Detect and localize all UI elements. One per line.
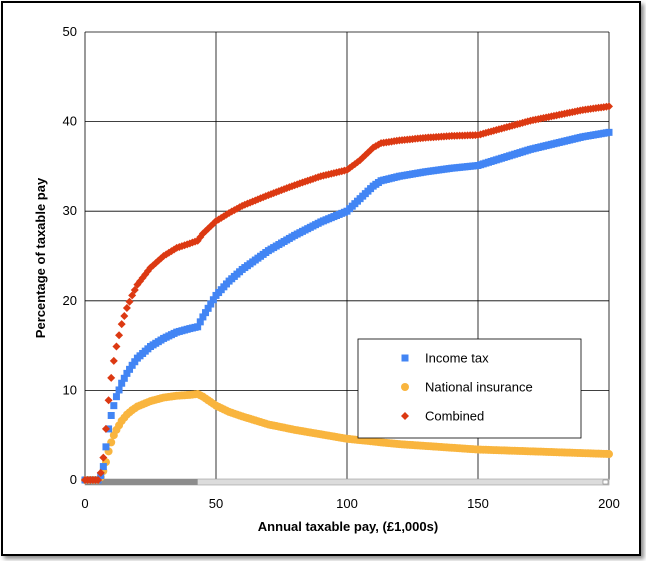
data-point	[109, 356, 118, 365]
data-point	[115, 386, 123, 394]
data-point	[107, 373, 116, 382]
legend-marker	[401, 412, 409, 420]
x-axis-title: Annual taxable pay, (£1,000s)	[258, 519, 438, 534]
series-combined	[81, 102, 613, 484]
x-tick-label: 0	[81, 496, 88, 511]
x-tick-label: 200	[598, 496, 620, 511]
data-point	[112, 342, 121, 351]
plot-area	[81, 102, 613, 484]
legend-label: Income tax	[425, 351, 489, 366]
data-point	[115, 331, 124, 340]
data-point	[154, 256, 163, 265]
data-point	[125, 297, 134, 306]
y-tick-label: 10	[63, 382, 77, 397]
data-point	[120, 312, 129, 321]
data-point	[605, 450, 613, 459]
data-point	[202, 309, 210, 317]
data-point	[96, 468, 105, 477]
data-point	[118, 379, 126, 387]
data-point	[196, 318, 204, 326]
scrollbar-thumb[interactable]	[85, 479, 198, 485]
y-tick-label: 0	[70, 472, 77, 487]
legend-marker	[401, 354, 409, 362]
data-point	[123, 369, 131, 377]
data-point	[194, 323, 202, 331]
data-point	[207, 300, 215, 308]
data-point	[102, 443, 110, 451]
y-tick-label: 30	[63, 203, 77, 218]
x-tick-label: 100	[336, 496, 358, 511]
data-point	[107, 411, 115, 419]
legend-marker	[401, 383, 409, 391]
y-tick-label: 40	[63, 114, 77, 129]
data-point	[99, 453, 108, 462]
data-point	[110, 402, 118, 410]
legend-label: National insurance	[425, 380, 533, 395]
data-point	[204, 304, 212, 312]
range-scrollbar[interactable]	[84, 478, 610, 486]
data-point	[122, 303, 131, 312]
data-point	[199, 313, 207, 321]
data-point	[126, 365, 134, 373]
data-point	[605, 102, 613, 111]
data-point	[117, 320, 126, 329]
legend-box	[357, 338, 582, 439]
tick-labels: 0 10 20 30 40 50 0 50 100 150 200	[63, 24, 620, 511]
data-point	[112, 393, 120, 401]
y-tick-label: 50	[63, 24, 77, 39]
data-point	[128, 361, 136, 369]
data-point	[605, 128, 613, 136]
scrollbar-handle-right[interactable]	[602, 479, 609, 485]
x-tick-label: 150	[467, 496, 489, 511]
data-point	[209, 296, 217, 304]
x-tick-label: 50	[209, 496, 223, 511]
y-tick-label: 20	[63, 293, 77, 308]
data-point	[101, 424, 110, 433]
data-point	[131, 358, 139, 366]
data-point	[99, 463, 107, 471]
legend-label: Combined	[425, 409, 484, 424]
chart: 0 10 20 30 40 50 0 50 100 150 200 Annual taxable p…	[33, 24, 620, 534]
data-point	[120, 374, 128, 382]
legend: Income tax National insurance Combined	[357, 338, 582, 439]
data-point	[94, 476, 103, 484]
data-point	[104, 396, 113, 405]
y-axis-title: Percentage of taxable pay	[33, 177, 48, 338]
